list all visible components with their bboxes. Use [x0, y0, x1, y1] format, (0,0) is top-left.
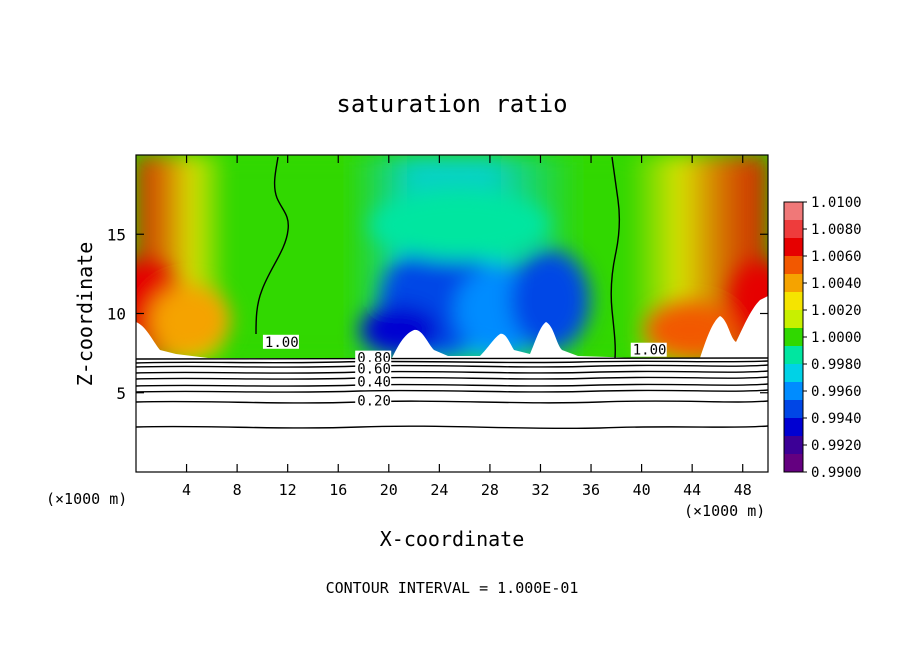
colorbar-swatch [784, 202, 803, 221]
contour-label-bg [630, 342, 667, 357]
contour-label: 0.40 [357, 374, 391, 390]
colorbar-label: 0.9920 [811, 438, 862, 454]
x-tick-label: 36 [582, 481, 600, 499]
colorbar-label: 1.0080 [811, 222, 862, 238]
x-tick-label: 44 [683, 481, 701, 499]
contour-line-0.30 [136, 400, 768, 404]
colorbar-label: 1.0040 [811, 276, 862, 292]
contour-line-1.00-left [255, 156, 290, 335]
y-tick-label: 10 [107, 305, 126, 324]
contour-line-surface [136, 357, 768, 360]
colorbar-label: 1.0020 [811, 303, 862, 319]
colorbar-swatch [784, 292, 803, 311]
colorbar-swatch [784, 382, 803, 401]
y-tick-label: 15 [107, 225, 126, 244]
contour-line-0.60 [136, 376, 768, 380]
colorbar-label: 1.0100 [811, 195, 862, 211]
colorbar-swatch [784, 238, 803, 257]
z-unit-label: (×1000 m) [46, 490, 127, 508]
x-tick-label: 12 [279, 481, 297, 499]
contour-line-0.40 [136, 389, 768, 393]
colorbar-swatch [784, 328, 803, 347]
x-tick-label: 32 [531, 481, 549, 499]
terrain-mask [136, 296, 768, 359]
x-tick-label: 40 [633, 481, 651, 499]
colorbar-swatch [784, 364, 803, 383]
contour-interval-footer: CONTOUR INTERVAL = 1.000E-01 [326, 579, 579, 597]
x-axis-label: X-coordinate [380, 527, 525, 551]
contour-label: 1.00 [633, 343, 667, 359]
y-tick-label: 5 [116, 384, 126, 403]
contour-label-bg [355, 374, 392, 389]
colorbar-label: 0.9900 [811, 465, 862, 481]
contour-lines [136, 156, 768, 430]
y-axis-ticks: 5 10 15 [107, 225, 768, 403]
colorbar-label: 0.9960 [811, 384, 862, 400]
colorbar-swatch [784, 436, 803, 455]
contour-label: 1.00 [265, 335, 299, 351]
contour-line-0.80 [136, 364, 768, 368]
contour-line-0.20 [136, 425, 768, 430]
colorbar-swatch [784, 256, 803, 275]
contour-label: 0.20 [357, 393, 391, 409]
x-tick-label: 8 [233, 481, 242, 499]
contour-label: 0.60 [357, 362, 391, 378]
x-tick-label: 28 [481, 481, 499, 499]
contour-line-0.50 [136, 383, 768, 387]
contour-line-0.90 [136, 360, 768, 364]
colorbar-label: 0.9940 [811, 411, 862, 427]
contour-label-bg [355, 393, 392, 408]
colorbar-label: 0.9980 [811, 357, 862, 373]
chart-title: saturation ratio [336, 90, 567, 118]
colorbar-swatch [784, 274, 803, 293]
colorbar-swatch [784, 220, 803, 239]
x-tick-label: 24 [430, 481, 448, 499]
contour-label-bg [262, 334, 299, 349]
contour-labels: 1.00 1.000.800.600.400.20 [262, 334, 667, 409]
contour-line-1.00-right [610, 156, 621, 359]
contour-line-0.70 [136, 370, 768, 374]
x-tick-label: 48 [734, 481, 752, 499]
colorbar-swatch [784, 418, 803, 437]
x-tick-label: 16 [329, 481, 347, 499]
colorbar-swatch [784, 346, 803, 365]
colorbar-swatch [784, 310, 803, 329]
y-axis-label: Z-coordinate [73, 242, 97, 387]
saturation-field [136, 155, 768, 472]
contour-label-bg [355, 350, 392, 365]
x-unit-label: (×1000 m) [684, 502, 765, 520]
contour-label-bg [355, 361, 392, 376]
x-axis-ticks: 4 8 12 16 20 24 28 32 36 40 44 48 [182, 155, 752, 499]
x-tick-label: 20 [380, 481, 398, 499]
colorbar-swatch [784, 400, 803, 419]
colorbar-label: 1.0060 [811, 249, 862, 265]
colorbar-swatch [784, 454, 803, 473]
colorbar-label: 1.0000 [811, 330, 862, 346]
x-tick-label: 4 [182, 481, 191, 499]
colorbar: 1.0100 1.0080 1.0060 1.0040 1.0020 1.0000 0.99… [783, 195, 862, 481]
